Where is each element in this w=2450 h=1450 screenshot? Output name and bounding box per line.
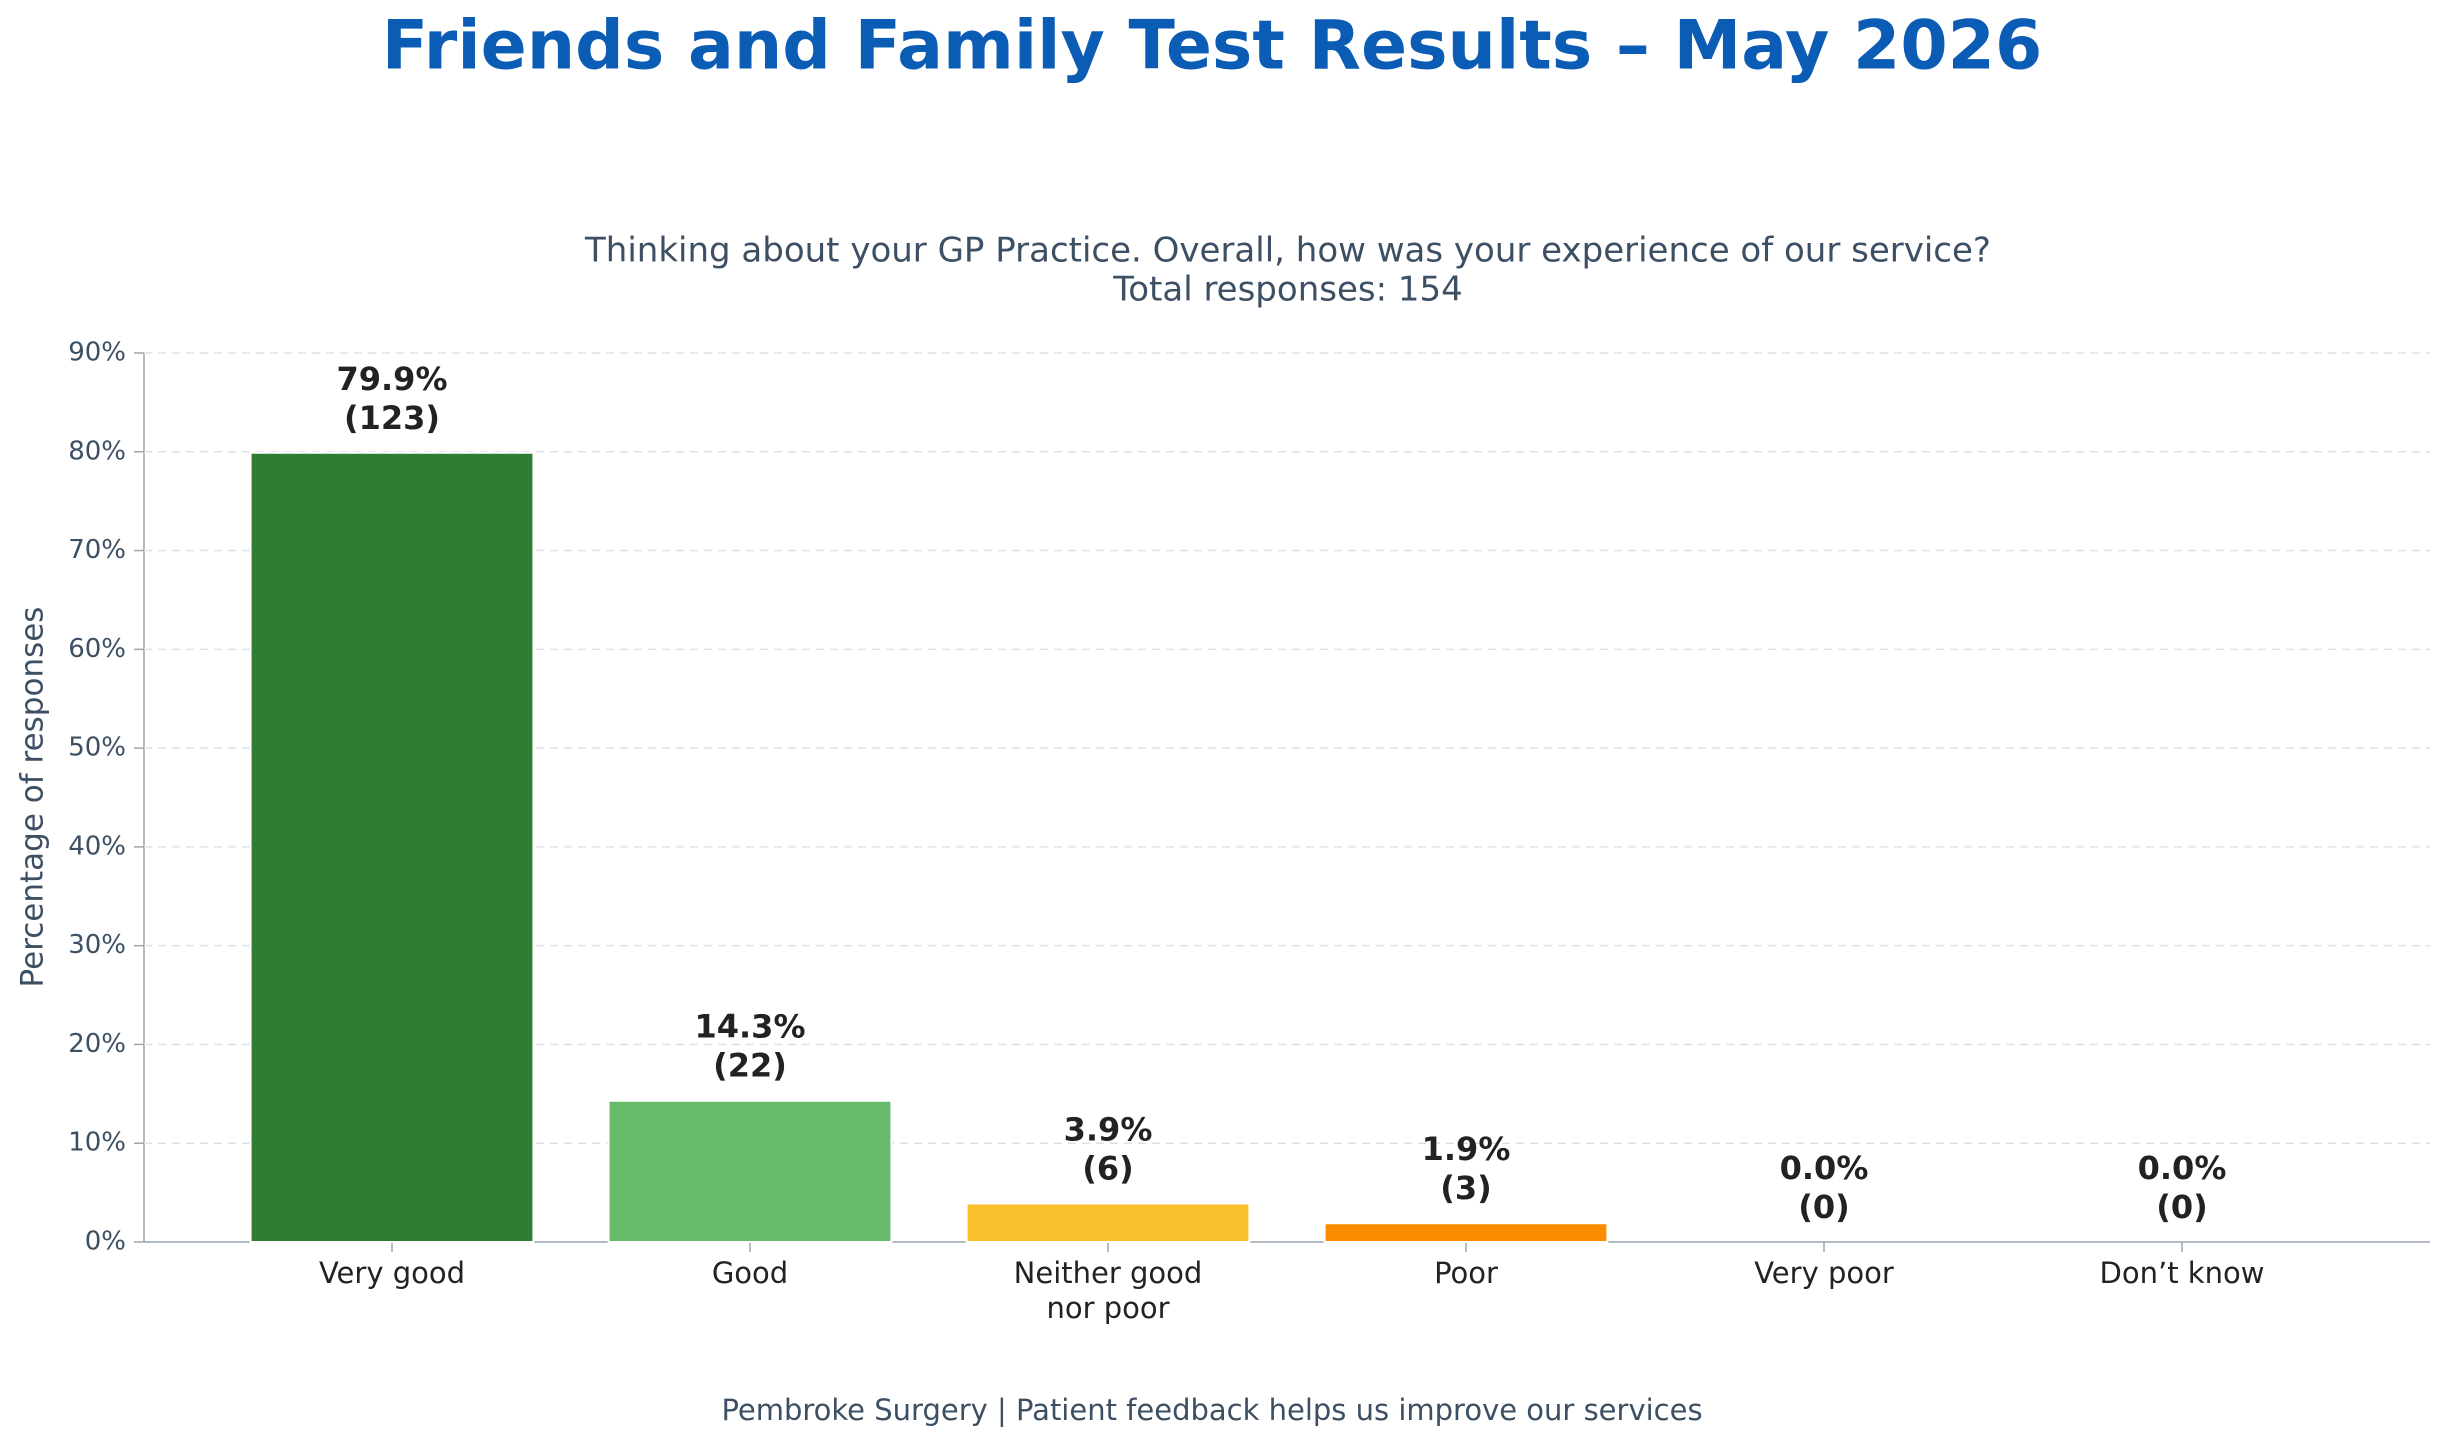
count-label: (0) (2156, 1188, 2208, 1226)
chart-title: Friends and Family Test Results – May 20… (382, 7, 2043, 86)
y-tick-label: 40% (68, 831, 126, 861)
value-label: 1.9% (1422, 1130, 1511, 1168)
bar (249, 451, 535, 1243)
x-tick-label: Neither good nor poor (1014, 1256, 1203, 1325)
count-label: (22) (713, 1047, 787, 1085)
x-tick-label: Poor (1434, 1256, 1498, 1290)
y-tick-label: 0% (85, 1227, 126, 1257)
count-label: (0) (1798, 1188, 1850, 1226)
count-label: (123) (344, 399, 440, 437)
x-tick-label: Very good (319, 1256, 465, 1290)
y-tick-label: 70% (68, 535, 126, 565)
y-tick-label: 60% (68, 634, 126, 664)
y-tick-label: 10% (68, 1128, 126, 1158)
x-tick-label: Good (712, 1256, 788, 1290)
bar (1323, 1222, 1609, 1243)
y-tick-label: 50% (68, 733, 126, 763)
y-tick-label: 20% (68, 1029, 126, 1059)
bar (965, 1202, 1251, 1244)
y-axis-label: Percentage of responses (15, 607, 51, 988)
y-tick-label: 30% (68, 930, 126, 960)
value-label: 3.9% (1064, 1110, 1153, 1148)
bar (607, 1099, 893, 1244)
x-tick-label: Very poor (1754, 1256, 1894, 1290)
count-label: (3) (1440, 1169, 1492, 1207)
value-label: 14.3% (694, 1008, 805, 1046)
x-tick-label: Don’t know (2100, 1256, 2265, 1290)
chart-subtitle: Thinking about your GP Practice. Overall… (584, 231, 1991, 271)
chart-subtitle: Total responses: 154 (1112, 270, 1463, 310)
value-label: 79.9% (336, 360, 447, 398)
value-label: 0.0% (1780, 1149, 1869, 1187)
y-tick-label: 80% (68, 436, 126, 466)
count-label: (6) (1082, 1149, 1134, 1187)
y-tick-label: 90% (68, 338, 126, 368)
footer: Pembroke Surgery | Patient feedback help… (721, 1393, 1702, 1427)
value-label: 0.0% (2138, 1149, 2227, 1187)
